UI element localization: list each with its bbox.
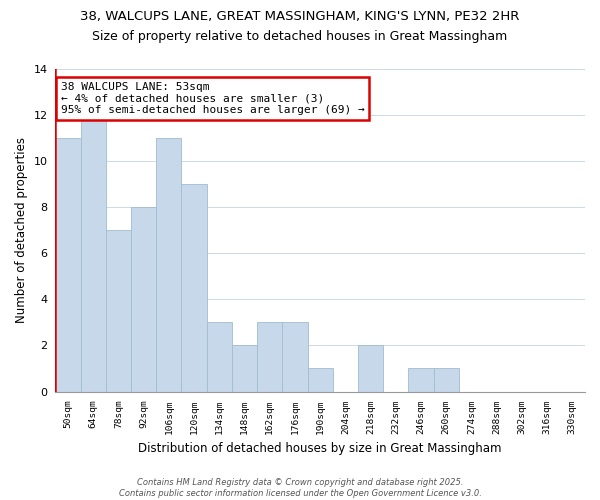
Bar xyxy=(232,346,257,392)
Text: Size of property relative to detached houses in Great Massingham: Size of property relative to detached ho… xyxy=(92,30,508,43)
Bar xyxy=(257,322,283,392)
Bar xyxy=(55,138,80,392)
Bar xyxy=(181,184,206,392)
Bar xyxy=(80,115,106,392)
Bar xyxy=(106,230,131,392)
Text: 38, WALCUPS LANE, GREAT MASSINGHAM, KING'S LYNN, PE32 2HR: 38, WALCUPS LANE, GREAT MASSINGHAM, KING… xyxy=(80,10,520,23)
Bar xyxy=(206,322,232,392)
Text: 38 WALCUPS LANE: 53sqm
← 4% of detached houses are smaller (3)
95% of semi-detac: 38 WALCUPS LANE: 53sqm ← 4% of detached … xyxy=(61,82,364,115)
Bar xyxy=(308,368,333,392)
X-axis label: Distribution of detached houses by size in Great Massingham: Distribution of detached houses by size … xyxy=(139,442,502,455)
Y-axis label: Number of detached properties: Number of detached properties xyxy=(15,138,28,324)
Bar xyxy=(409,368,434,392)
Bar xyxy=(156,138,181,392)
Bar xyxy=(358,346,383,392)
Bar xyxy=(434,368,459,392)
Bar xyxy=(283,322,308,392)
Bar xyxy=(131,207,156,392)
Text: Contains HM Land Registry data © Crown copyright and database right 2025.
Contai: Contains HM Land Registry data © Crown c… xyxy=(119,478,481,498)
